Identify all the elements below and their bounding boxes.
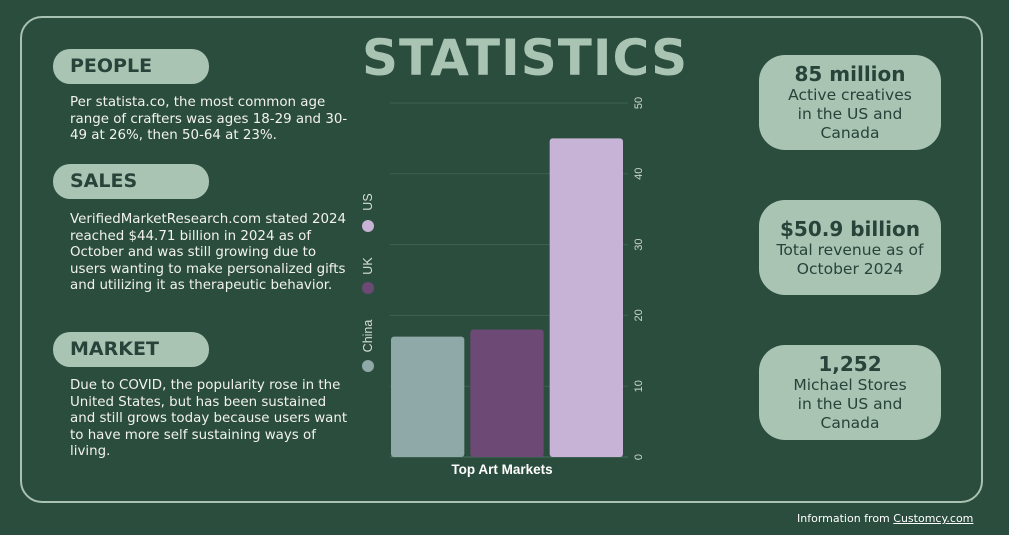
x-axis-label: Top Art Markets (451, 462, 552, 477)
footer-credit: Information from Customcy.com (797, 512, 973, 525)
page-title: STATISTICS (362, 29, 689, 87)
stat-box-revenue: $50.9 billion Total revenue as of Octobe… (759, 200, 941, 295)
section-text-sales: VerifiedMarketResearch.com stated 2024 r… (70, 212, 347, 293)
legend-label-uk: UK (361, 257, 375, 275)
bar-china (391, 336, 465, 457)
bar-chart: 0 10 20 30 40 50 China UK US Top Art Markets (361, 97, 645, 477)
footer-prefix: Information from (797, 512, 890, 525)
y-tick-label: 40 (633, 168, 645, 180)
y-tick-label: 10 (633, 380, 645, 392)
stat-value: 1,252 (818, 352, 882, 376)
section-heading-market: MARKET (53, 332, 209, 367)
section-text-market: Due to COVID, the popularity rose in the… (70, 378, 348, 459)
section-heading-people: PEOPLE (53, 49, 209, 84)
stat-label: Active creatives in the US and Canada (788, 86, 912, 142)
stat-label: Michael Stores in the US and Canada (793, 376, 907, 432)
legend-swatch-us (362, 220, 374, 232)
y-tick-label: 0 (633, 454, 645, 460)
stat-box-stores: 1,252 Michael Stores in the US and Canad… (759, 345, 941, 440)
bar-uk (470, 329, 544, 457)
content-frame (20, 16, 983, 503)
y-tick-label: 30 (633, 238, 645, 250)
stat-value: $50.9 billion (780, 216, 920, 241)
stat-box-creatives: 85 million Active creatives in the US an… (759, 55, 941, 150)
legend-swatch-uk (362, 282, 374, 294)
section-heading-sales: SALES (53, 164, 209, 199)
legend-label-us: US (361, 193, 375, 210)
y-tick-label: 50 (633, 97, 645, 109)
y-tick-label: 20 (633, 309, 645, 321)
bar-us (549, 138, 623, 457)
footer-link[interactable]: Customcy.com (893, 512, 974, 525)
section-text-people: Per statista.co, the most common age ran… (70, 95, 348, 143)
stat-label: Total revenue as of October 2024 (776, 240, 924, 278)
legend-swatch-china (362, 360, 374, 372)
stat-value: 85 million (794, 62, 906, 86)
legend-label-china: China (361, 320, 375, 353)
